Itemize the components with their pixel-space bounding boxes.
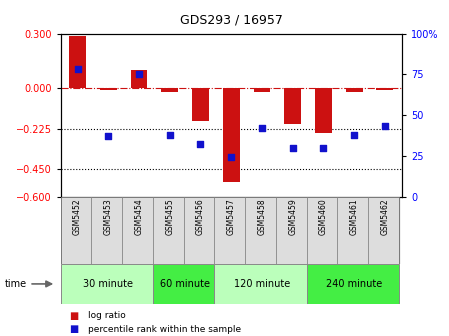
Bar xyxy=(223,88,240,182)
Bar xyxy=(153,264,214,304)
Bar xyxy=(337,197,368,264)
Text: time: time xyxy=(4,279,26,289)
Bar xyxy=(192,88,209,121)
Text: GDS293 / 16957: GDS293 / 16957 xyxy=(180,13,283,27)
Text: GSM5452: GSM5452 xyxy=(73,199,82,235)
Point xyxy=(289,145,296,151)
Point xyxy=(351,132,358,137)
Point xyxy=(105,134,112,139)
Bar xyxy=(307,197,337,264)
Text: 120 minute: 120 minute xyxy=(234,279,290,289)
Bar xyxy=(284,88,301,124)
Bar xyxy=(161,88,178,91)
Text: GSM5453: GSM5453 xyxy=(104,199,113,235)
Text: ■: ■ xyxy=(70,324,79,334)
Bar xyxy=(346,88,363,91)
Point xyxy=(197,142,204,147)
Bar xyxy=(214,197,245,264)
Text: GSM5459: GSM5459 xyxy=(288,199,297,235)
Bar xyxy=(315,88,332,133)
Point xyxy=(381,124,388,129)
Bar xyxy=(69,36,86,88)
Bar xyxy=(254,88,270,91)
Text: GSM5455: GSM5455 xyxy=(165,199,174,235)
Point xyxy=(136,72,143,77)
Text: 60 minute: 60 minute xyxy=(160,279,210,289)
Bar xyxy=(153,197,184,264)
Bar xyxy=(91,197,122,264)
Bar xyxy=(368,197,399,264)
Bar xyxy=(100,88,117,90)
Text: GSM5462: GSM5462 xyxy=(380,199,389,235)
Text: GSM5458: GSM5458 xyxy=(257,199,266,235)
Bar xyxy=(61,197,91,264)
Text: 30 minute: 30 minute xyxy=(83,279,133,289)
Point xyxy=(228,155,235,160)
Text: GSM5461: GSM5461 xyxy=(350,199,359,235)
Bar xyxy=(122,197,153,264)
Bar xyxy=(214,264,307,304)
Text: GSM5456: GSM5456 xyxy=(196,199,205,235)
Bar xyxy=(377,88,393,90)
Text: 240 minute: 240 minute xyxy=(326,279,383,289)
Text: ■: ■ xyxy=(70,311,79,321)
Text: percentile rank within the sample: percentile rank within the sample xyxy=(88,325,241,334)
Point xyxy=(320,145,327,151)
Bar xyxy=(245,197,276,264)
Bar xyxy=(276,197,307,264)
Point xyxy=(74,67,81,72)
Text: GSM5457: GSM5457 xyxy=(227,199,236,235)
Text: log ratio: log ratio xyxy=(88,311,125,320)
Bar xyxy=(307,264,399,304)
Text: GSM5460: GSM5460 xyxy=(319,199,328,235)
Bar xyxy=(61,264,153,304)
Point xyxy=(166,132,173,137)
Text: GSM5454: GSM5454 xyxy=(135,199,144,235)
Bar xyxy=(131,70,147,88)
Point xyxy=(258,125,265,131)
Bar xyxy=(184,197,214,264)
